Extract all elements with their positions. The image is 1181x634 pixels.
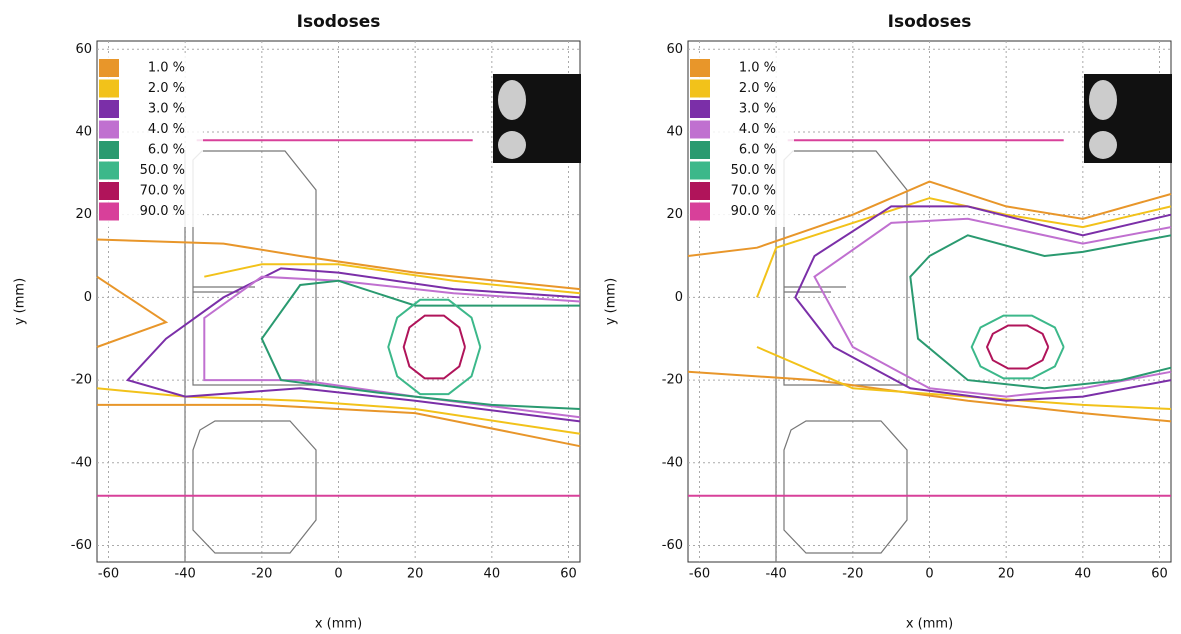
isodose-contour — [970, 314, 1065, 380]
legend-swatch — [690, 182, 710, 200]
x-tick-label: 60 — [560, 567, 577, 582]
legend-label: 6.0 % — [148, 143, 185, 158]
x-tick-label: 20 — [407, 567, 424, 582]
legend-swatch — [99, 202, 119, 221]
x-axis-label: x (mm) — [315, 617, 362, 632]
x-tick-label: -60 — [98, 567, 119, 582]
legend-swatch — [99, 79, 119, 98]
legend: 1.0 % 2.0 % 3.0 % 4.0 % 6.0 % 50.0 % 70.0 % 90.… — [98, 55, 203, 227]
isodose-contour — [909, 234, 1172, 390]
chart: Isodoses x (mm) y (mm) -60 -40 -20 0 20 40 60 -60 -… — [604, 12, 1172, 632]
isodose-contour — [260, 279, 581, 410]
legend-swatch — [99, 100, 119, 118]
legend-label: 4.0 % — [148, 122, 185, 137]
legend-label: 3.0 % — [148, 102, 185, 117]
legend-swatch — [99, 182, 119, 200]
legend-label: 3.0 % — [739, 102, 776, 117]
legend-swatch — [690, 79, 710, 98]
y-tick-label: 20 — [666, 207, 683, 222]
legend-swatch — [690, 161, 710, 180]
legend-label: 6.0 % — [739, 143, 776, 158]
x-tick-label: -60 — [689, 567, 710, 582]
x-tick-label: 60 — [1151, 567, 1168, 582]
isodose-contour — [794, 205, 1172, 402]
y-tick-label: -60 — [662, 538, 683, 553]
legend-swatch — [99, 141, 119, 159]
y-tick-label: 20 — [75, 207, 92, 222]
isodose-contour — [203, 275, 581, 419]
legend-label: 70.0 % — [731, 184, 776, 199]
isodose-contour — [687, 180, 1172, 423]
y-tick-label: -20 — [71, 373, 92, 388]
legend-swatch — [99, 59, 119, 77]
legend-swatch — [690, 59, 710, 77]
isodose-contour — [96, 238, 581, 448]
legend-label: 90.0 % — [140, 204, 185, 219]
x-tick-label: 0 — [334, 567, 342, 582]
y-tick-label: 40 — [75, 124, 92, 139]
inset-spot — [498, 131, 526, 159]
legend-swatch — [690, 202, 710, 221]
collimator-outline — [192, 420, 317, 554]
legend-swatch — [690, 100, 710, 118]
legend-label: 4.0 % — [739, 122, 776, 137]
x-tick-label: 40 — [1075, 567, 1092, 582]
x-tick-label: 0 — [925, 567, 933, 582]
legend: 1.0 % 2.0 % 3.0 % 4.0 % 6.0 % 50.0 % 70.0 % 90.… — [689, 55, 794, 227]
legend-label: 50.0 % — [731, 163, 776, 178]
y-tick-label: 40 — [666, 124, 683, 139]
isodose-contour — [402, 314, 466, 380]
chart: Isodoses x (mm) y (mm) -60 -40 -20 0 20 40 60 -60 -… — [13, 12, 581, 632]
legend-label: 70.0 % — [140, 184, 185, 199]
y-tick-label: -20 — [662, 373, 683, 388]
isodose-contour — [813, 217, 1172, 398]
chart-title: Isodoses — [297, 12, 381, 32]
isodose-contour — [387, 298, 482, 396]
y-tick-label: 60 — [666, 42, 683, 57]
legend-swatch — [690, 120, 710, 139]
isodose-contour — [96, 263, 581, 435]
chart-title: Isodoses — [888, 12, 972, 32]
legend-swatch — [99, 120, 119, 139]
legend-label: 1.0 % — [739, 61, 776, 76]
legend-swatch — [99, 161, 119, 180]
legend-label: 90.0 % — [731, 204, 776, 219]
y-tick-label: -40 — [662, 455, 683, 470]
x-tick-label: 40 — [484, 567, 501, 582]
x-tick-label: -20 — [251, 567, 272, 582]
x-tick-label: -40 — [175, 567, 196, 582]
y-tick-label: -60 — [71, 538, 92, 553]
y-axis-label: y (mm) — [13, 278, 28, 325]
x-axis-label: x (mm) — [906, 617, 953, 632]
inset-spot — [498, 80, 526, 120]
legend-label: 2.0 % — [148, 81, 185, 96]
isodose-contour — [125, 267, 581, 423]
legend-label: 1.0 % — [148, 61, 185, 76]
legend-label: 50.0 % — [140, 163, 185, 178]
collimator-outline — [783, 420, 908, 554]
x-tick-label: 20 — [998, 567, 1015, 582]
isodose-contour — [97, 139, 580, 497]
x-tick-label: -40 — [766, 567, 787, 582]
isodose-contour — [985, 324, 1050, 370]
y-tick-label: 0 — [675, 290, 683, 305]
x-tick-label: -20 — [842, 567, 863, 582]
y-tick-label: 0 — [84, 290, 92, 305]
isodose-contour — [688, 139, 1171, 497]
inset-spot — [1089, 131, 1117, 159]
y-tick-label: -40 — [71, 455, 92, 470]
legend-swatch — [690, 141, 710, 159]
y-tick-label: 60 — [75, 42, 92, 57]
legend-label: 2.0 % — [739, 81, 776, 96]
inset-spot — [1089, 80, 1117, 120]
y-axis-label: y (mm) — [604, 278, 619, 325]
